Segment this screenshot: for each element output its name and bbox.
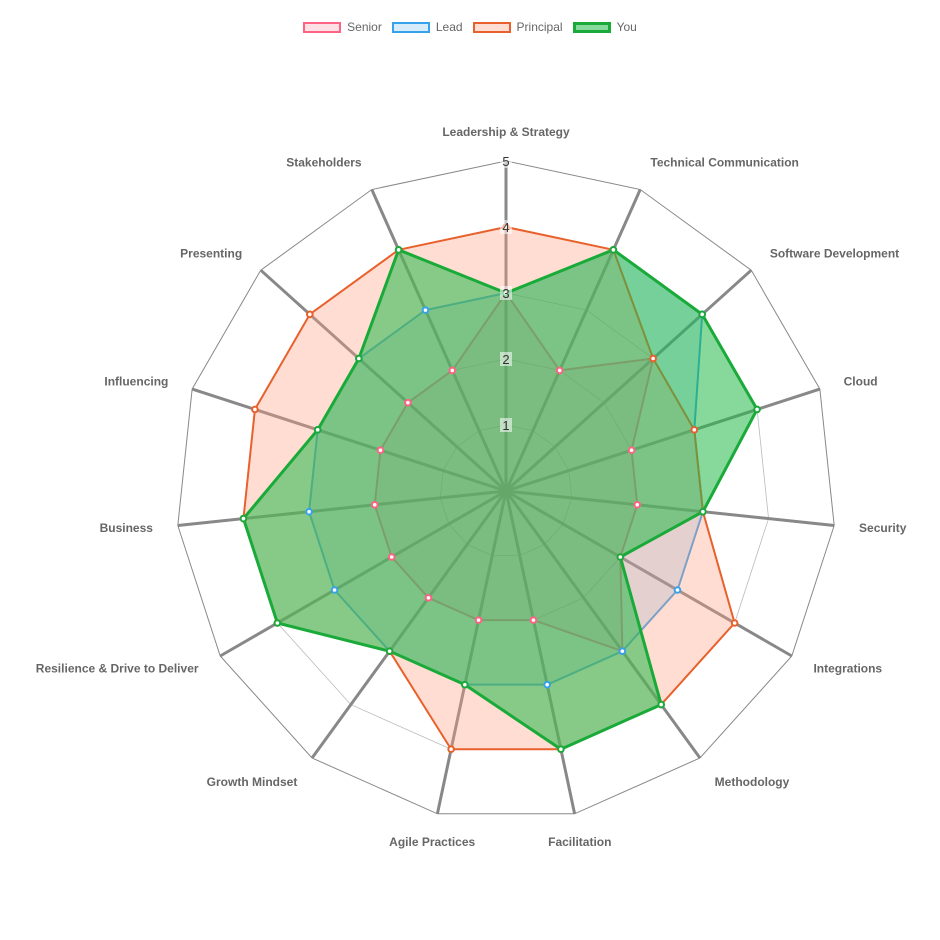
data-point-senior-14[interactable] [448, 366, 457, 375]
tick-label-bg-3 [500, 286, 512, 300]
data-point-you-7[interactable] [557, 745, 565, 754]
data-point-senior-1[interactable] [555, 366, 564, 375]
tick-label-bg-1 [500, 418, 512, 432]
tick-label-1: 1 [502, 418, 509, 433]
data-point-you-2[interactable] [698, 310, 706, 319]
data-point-principal-8[interactable] [447, 745, 455, 754]
legend-item-senior[interactable]: Senior [303, 17, 382, 37]
tick-label-bg-4 [500, 220, 512, 234]
data-point-you-14[interactable] [394, 246, 403, 254]
axis-label-1: Technical Communication [650, 156, 798, 170]
axis-label-6: Methodology [715, 775, 790, 789]
tick-label-bg-5 [500, 154, 512, 168]
data-point-you-11[interactable] [239, 514, 248, 523]
legend-swatch-lead [391, 21, 430, 33]
data-point-senior-7[interactable] [529, 616, 538, 624]
data-point-senior-11[interactable] [370, 500, 379, 509]
tick-label-2: 2 [502, 352, 509, 367]
data-point-lead-5[interactable] [673, 586, 682, 594]
data-point-senior-9[interactable] [424, 593, 433, 602]
data-point-senior-12[interactable] [376, 446, 385, 455]
data-point-you-10[interactable] [273, 619, 282, 627]
data-point-principal-3[interactable] [690, 426, 699, 434]
data-point-lead-7[interactable] [543, 680, 551, 689]
data-point-senior-10[interactable] [387, 553, 396, 561]
data-point-you-9[interactable] [385, 647, 394, 655]
data-point-senior-8[interactable] [474, 616, 483, 624]
legend-swatch-principal [472, 21, 511, 33]
data-point-senior-4[interactable] [633, 500, 642, 509]
axis-label-2: Software Development [770, 246, 899, 260]
chart-legend: Senior Lead Principal You [0, 17, 940, 37]
axis-label-5: Integrations [813, 662, 882, 676]
axis-label-7: Facilitation [548, 835, 611, 849]
axis-label-3: Cloud [844, 374, 878, 388]
data-point-senior-13[interactable] [404, 398, 412, 407]
data-point-you-6[interactable] [657, 700, 665, 709]
data-point-you-8[interactable] [461, 680, 469, 689]
data-point-lead-11[interactable] [305, 507, 313, 516]
data-point-principal-13[interactable] [306, 310, 314, 319]
data-point-you-5[interactable] [616, 553, 625, 561]
grid-ring-5 [177, 160, 835, 815]
axis-label-11: Business [100, 521, 154, 535]
legend-label-senior: Senior [347, 20, 382, 34]
tick-label-4: 4 [502, 220, 509, 235]
legend-label-principal: Principal [516, 20, 563, 34]
tick-label-5: 5 [502, 154, 509, 169]
axis-label-13: Presenting [180, 246, 242, 260]
data-point-principal-2[interactable] [649, 354, 657, 363]
data-point-you-12[interactable] [313, 426, 322, 434]
axis-label-12: Influencing [104, 374, 168, 388]
tick-label-bg-2 [500, 352, 512, 366]
axis-label-0: Leadership & Strategy [442, 125, 570, 139]
data-point-you-1[interactable] [609, 246, 618, 254]
legend-label-you: You [616, 20, 637, 34]
axis-label-8: Agile Practices [389, 835, 475, 849]
legend-swatch-you [572, 21, 611, 33]
legend-item-lead[interactable]: Lead [391, 17, 463, 37]
axis-label-9: Growth Mindset [207, 775, 298, 789]
data-point-lead-10[interactable] [330, 586, 339, 594]
legend-item-principal[interactable]: Principal [472, 17, 563, 37]
data-point-lead-6[interactable] [618, 647, 627, 655]
data-point-principal-12[interactable] [251, 405, 259, 414]
axis-label-4: Security [859, 521, 907, 535]
data-point-you-3[interactable] [753, 405, 761, 414]
axis-label-10: Resilience & Drive to Deliver [36, 662, 199, 676]
legend-swatch-senior [303, 21, 342, 33]
tick-label-3: 3 [502, 286, 509, 301]
axis-label-14: Stakeholders [286, 156, 362, 170]
legend-label-lead: Lead [435, 20, 463, 34]
data-point-you-13[interactable] [355, 354, 363, 363]
data-point-senior-3[interactable] [627, 446, 636, 455]
legend-item-you[interactable]: You [572, 17, 637, 37]
data-point-lead-14[interactable] [421, 306, 430, 314]
data-point-principal-5[interactable] [730, 619, 739, 627]
data-point-you-4[interactable] [699, 507, 707, 516]
series-area-you [241, 248, 759, 751]
